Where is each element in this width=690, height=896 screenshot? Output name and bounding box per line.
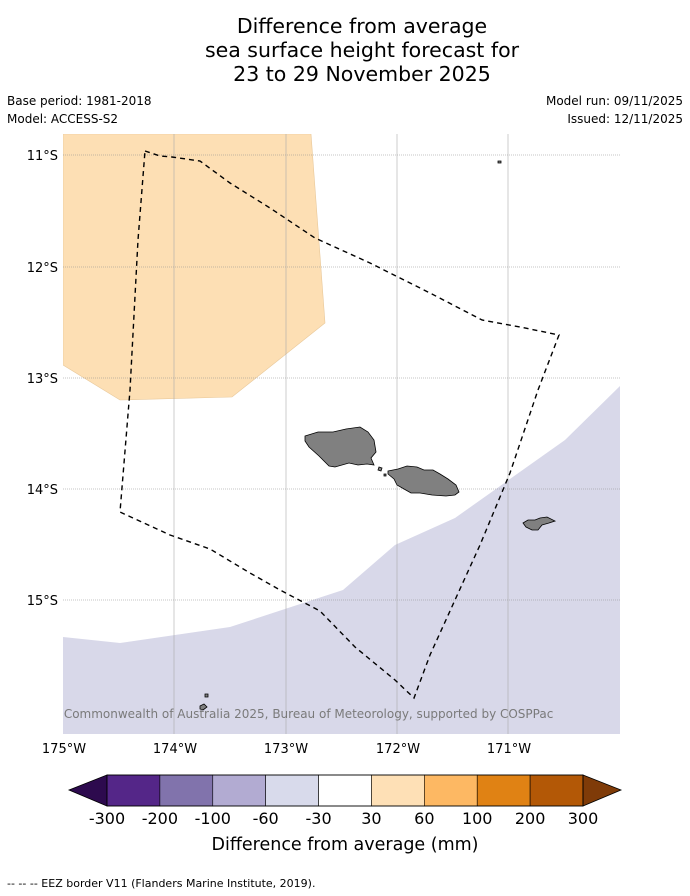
colorbar-frame — [106, 774, 584, 807]
colorbar-tick-label: 300 — [568, 809, 599, 828]
longitude-labels: 175°W 174°W 173°W 172°W 171°W — [42, 742, 531, 757]
map-title: Difference from average sea surface heig… — [0, 14, 690, 86]
niuafoou-island — [199, 703, 208, 711]
copyright-notice: © Commonwealth of Australia 2025, Bureau… — [48, 707, 553, 721]
colorbar-tick-label: -30 — [305, 809, 331, 828]
lon-label-171: 171°W — [487, 742, 531, 757]
lat-label-12: 12°S — [27, 261, 58, 276]
colorbar-ticks: -300 -200 -100 -60 -30 30 60 100 200 300 — [89, 809, 598, 828]
lat-label-14: 14°S — [27, 483, 58, 498]
colorbar-tick-label: 200 — [515, 809, 546, 828]
colorbar-cells — [106, 774, 584, 807]
model-run: Model run: 09/11/2025 — [545, 94, 683, 108]
title-line-3: 23 to 29 November 2025 — [233, 62, 491, 86]
lon-label-173: 173°W — [264, 742, 308, 757]
map-area: © Commonwealth of Australia 2025, Bureau… — [48, 134, 620, 734]
colorbar-tick-label: -60 — [253, 809, 279, 828]
colorbar-cell — [424, 774, 478, 807]
model-name: Model: ACCESS-S2 — [7, 112, 119, 126]
land-masses — [199, 160, 557, 711]
colorbar-cell — [371, 774, 425, 807]
colorbar-tick-label: 30 — [361, 809, 381, 828]
colorbar-tick-label: -300 — [89, 809, 125, 828]
small-islet — [204, 693, 209, 698]
colorbar-tick-label: 100 — [462, 809, 493, 828]
colorbar-cell — [529, 774, 584, 807]
colorbar-cell — [106, 774, 161, 807]
manono-island — [377, 466, 383, 472]
colorbar-extend-low — [67, 774, 108, 807]
colorbar-tick-label: 60 — [414, 809, 434, 828]
lon-label-175: 175°W — [42, 742, 86, 757]
lat-label-13: 13°S — [27, 372, 58, 387]
swains-island — [497, 160, 502, 164]
title-line-2: sea surface height forecast for — [204, 38, 520, 62]
lon-label-174: 174°W — [153, 742, 197, 757]
latitude-labels: 11°S 12°S 13°S 14°S 15°S — [27, 149, 58, 609]
colorbar-tick-label: -200 — [142, 809, 178, 828]
apolima-island — [383, 473, 387, 477]
lat-label-11: 11°S — [27, 149, 58, 164]
lat-label-15: 15°S — [27, 594, 58, 609]
colorbar-cell — [318, 774, 372, 807]
colorbar-cell — [265, 774, 319, 807]
savaii-island — [304, 426, 377, 468]
tutuila-island — [522, 516, 557, 531]
eez-legend: -- -- -- EEZ border V11 (Flanders Marine… — [7, 877, 316, 890]
lon-label-172: 172°W — [376, 742, 420, 757]
colorbar-cell — [159, 774, 214, 807]
eez-border — [119, 150, 560, 700]
colorbar: -300 -200 -100 -60 -30 30 60 100 200 300 Differen… — [67, 774, 623, 855]
colorbar-label: Difference from average (mm) — [211, 835, 478, 855]
issued-date: Issued: 12/11/2025 — [567, 112, 683, 126]
colorbar-cell — [476, 774, 531, 807]
colorbar-cell — [212, 774, 266, 807]
upolu-island — [387, 465, 460, 497]
negative-anomaly-region — [63, 386, 620, 734]
title-line-1: Difference from average — [236, 14, 488, 38]
colorbar-extend-high — [582, 774, 623, 807]
colorbar-tick-label: -100 — [195, 809, 231, 828]
base-period: Base period: 1981-2018 — [7, 94, 152, 108]
